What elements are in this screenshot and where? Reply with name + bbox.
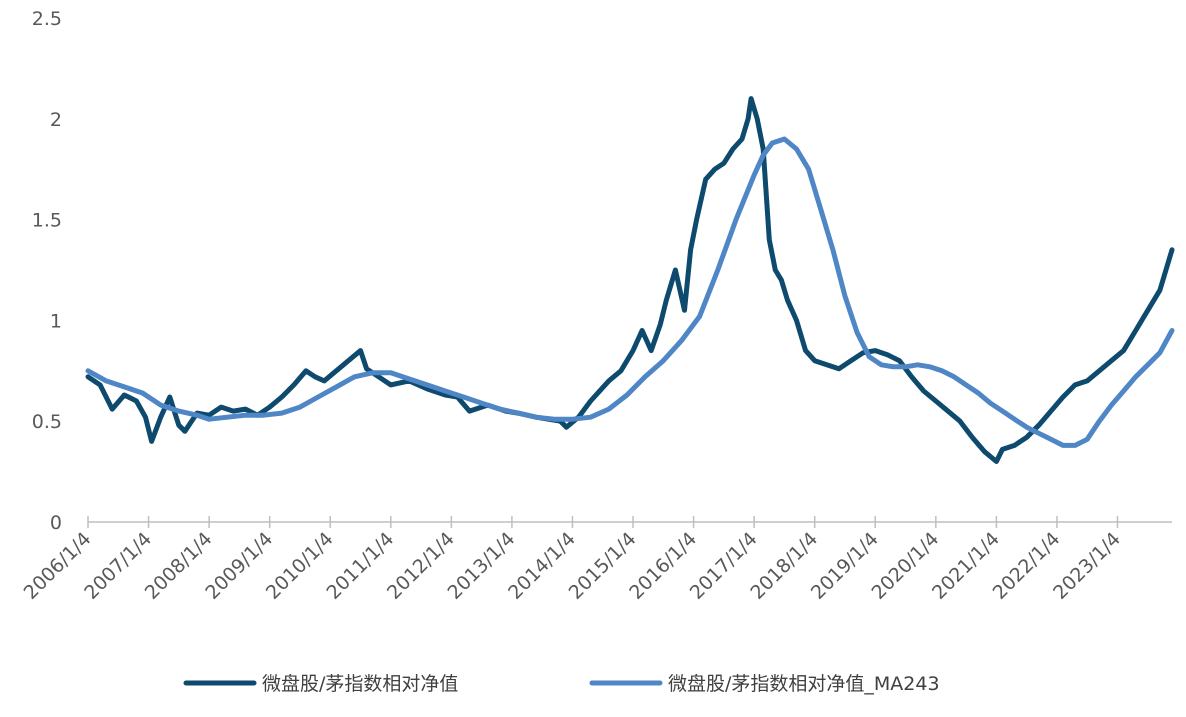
y-tick-label: 1.5 [32,210,62,232]
plot-lines [85,96,1175,464]
y-tick-label: 2 [50,109,62,131]
legend-label: 微盘股/茅指数相对净值 [262,673,458,695]
x-tick-label: 2023/1/4 [1049,528,1125,604]
y-tick-label: 0.5 [32,411,62,433]
y-tick-label: 2.5 [32,8,62,30]
series-line-ma243 [85,136,1175,448]
x-axis-tick-marks [87,516,1119,528]
x-axis-tick-labels: 2006/1/42007/1/42008/1/42009/1/42010/1/4… [20,528,1125,604]
y-tick-label: 1 [50,310,62,332]
legend-label: 微盘股/茅指数相对净值_MA243 [668,673,940,695]
series-line-net-value [85,96,1175,464]
legend: 微盘股/茅指数相对净值 微盘股/茅指数相对净值_MA243 [183,673,940,695]
y-tick-label: 0 [50,512,62,534]
y-axis-tick-labels: 0 0.5 1 1.5 2 2.5 [32,8,62,534]
